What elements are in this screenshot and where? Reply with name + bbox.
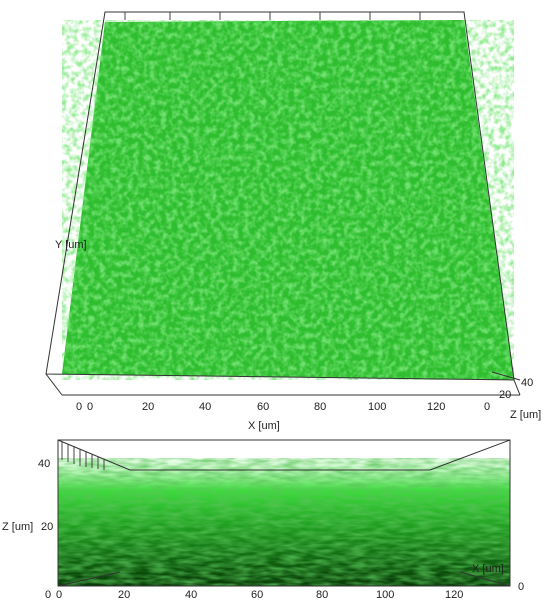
bottom-z-axis-label: Z [um] [2,521,33,533]
top-biofilm-texture [62,20,514,380]
top-x-tick: 60 [257,401,269,413]
top-x-tick: 80 [314,401,326,413]
bottom-x-tick: 80 [316,589,328,600]
bottom-x-tick: 40 [185,589,197,600]
top-z-tick: 0 [484,401,490,413]
top-3d-view: Y [um] X [um] Z [um] 0 0 20 40 60 80 100… [45,11,541,432]
bottom-x-axis-label: X [um] [472,563,504,575]
bottom-y-tick: 0 [518,581,524,593]
bottom-z-tick: 20 [41,521,53,533]
bottom-x-tick-start: 0 [45,589,51,600]
top-x-tick: 20 [142,401,154,413]
top-x-axis-label: X [um] [248,420,280,432]
top-x-tick: 40 [199,401,211,413]
top-x-tick: 100 [368,401,386,413]
top-y-axis-label: Y [um] [55,239,87,251]
bottom-biofilm-texture [58,458,510,586]
top-x-tick: 120 [427,401,445,413]
top-bounding-box [45,11,521,396]
bottom-z-tick: 40 [38,458,50,470]
top-z-tick: 20 [499,389,511,401]
bottom-x-tick: 0 [56,589,62,600]
top-x-tick-start: 0 [76,401,82,413]
top-z-axis-label: Z [um] [510,409,541,421]
top-edge-ticks [124,12,421,20]
top-z-tick: 40 [521,377,533,389]
bottom-x-tick: 120 [445,589,463,600]
bottom-x-tick: 60 [251,589,263,600]
bottom-bounding-box [57,439,511,587]
bottom-hatch-ticks [61,442,105,470]
bottom-side-view: 40 Z [um] 20 X [um] 0 0 20 40 60 80 100 … [2,439,524,600]
top-x-tick: 0 [87,401,93,413]
bottom-x-tick: 20 [118,589,130,600]
bottom-x-tick: 100 [376,589,394,600]
